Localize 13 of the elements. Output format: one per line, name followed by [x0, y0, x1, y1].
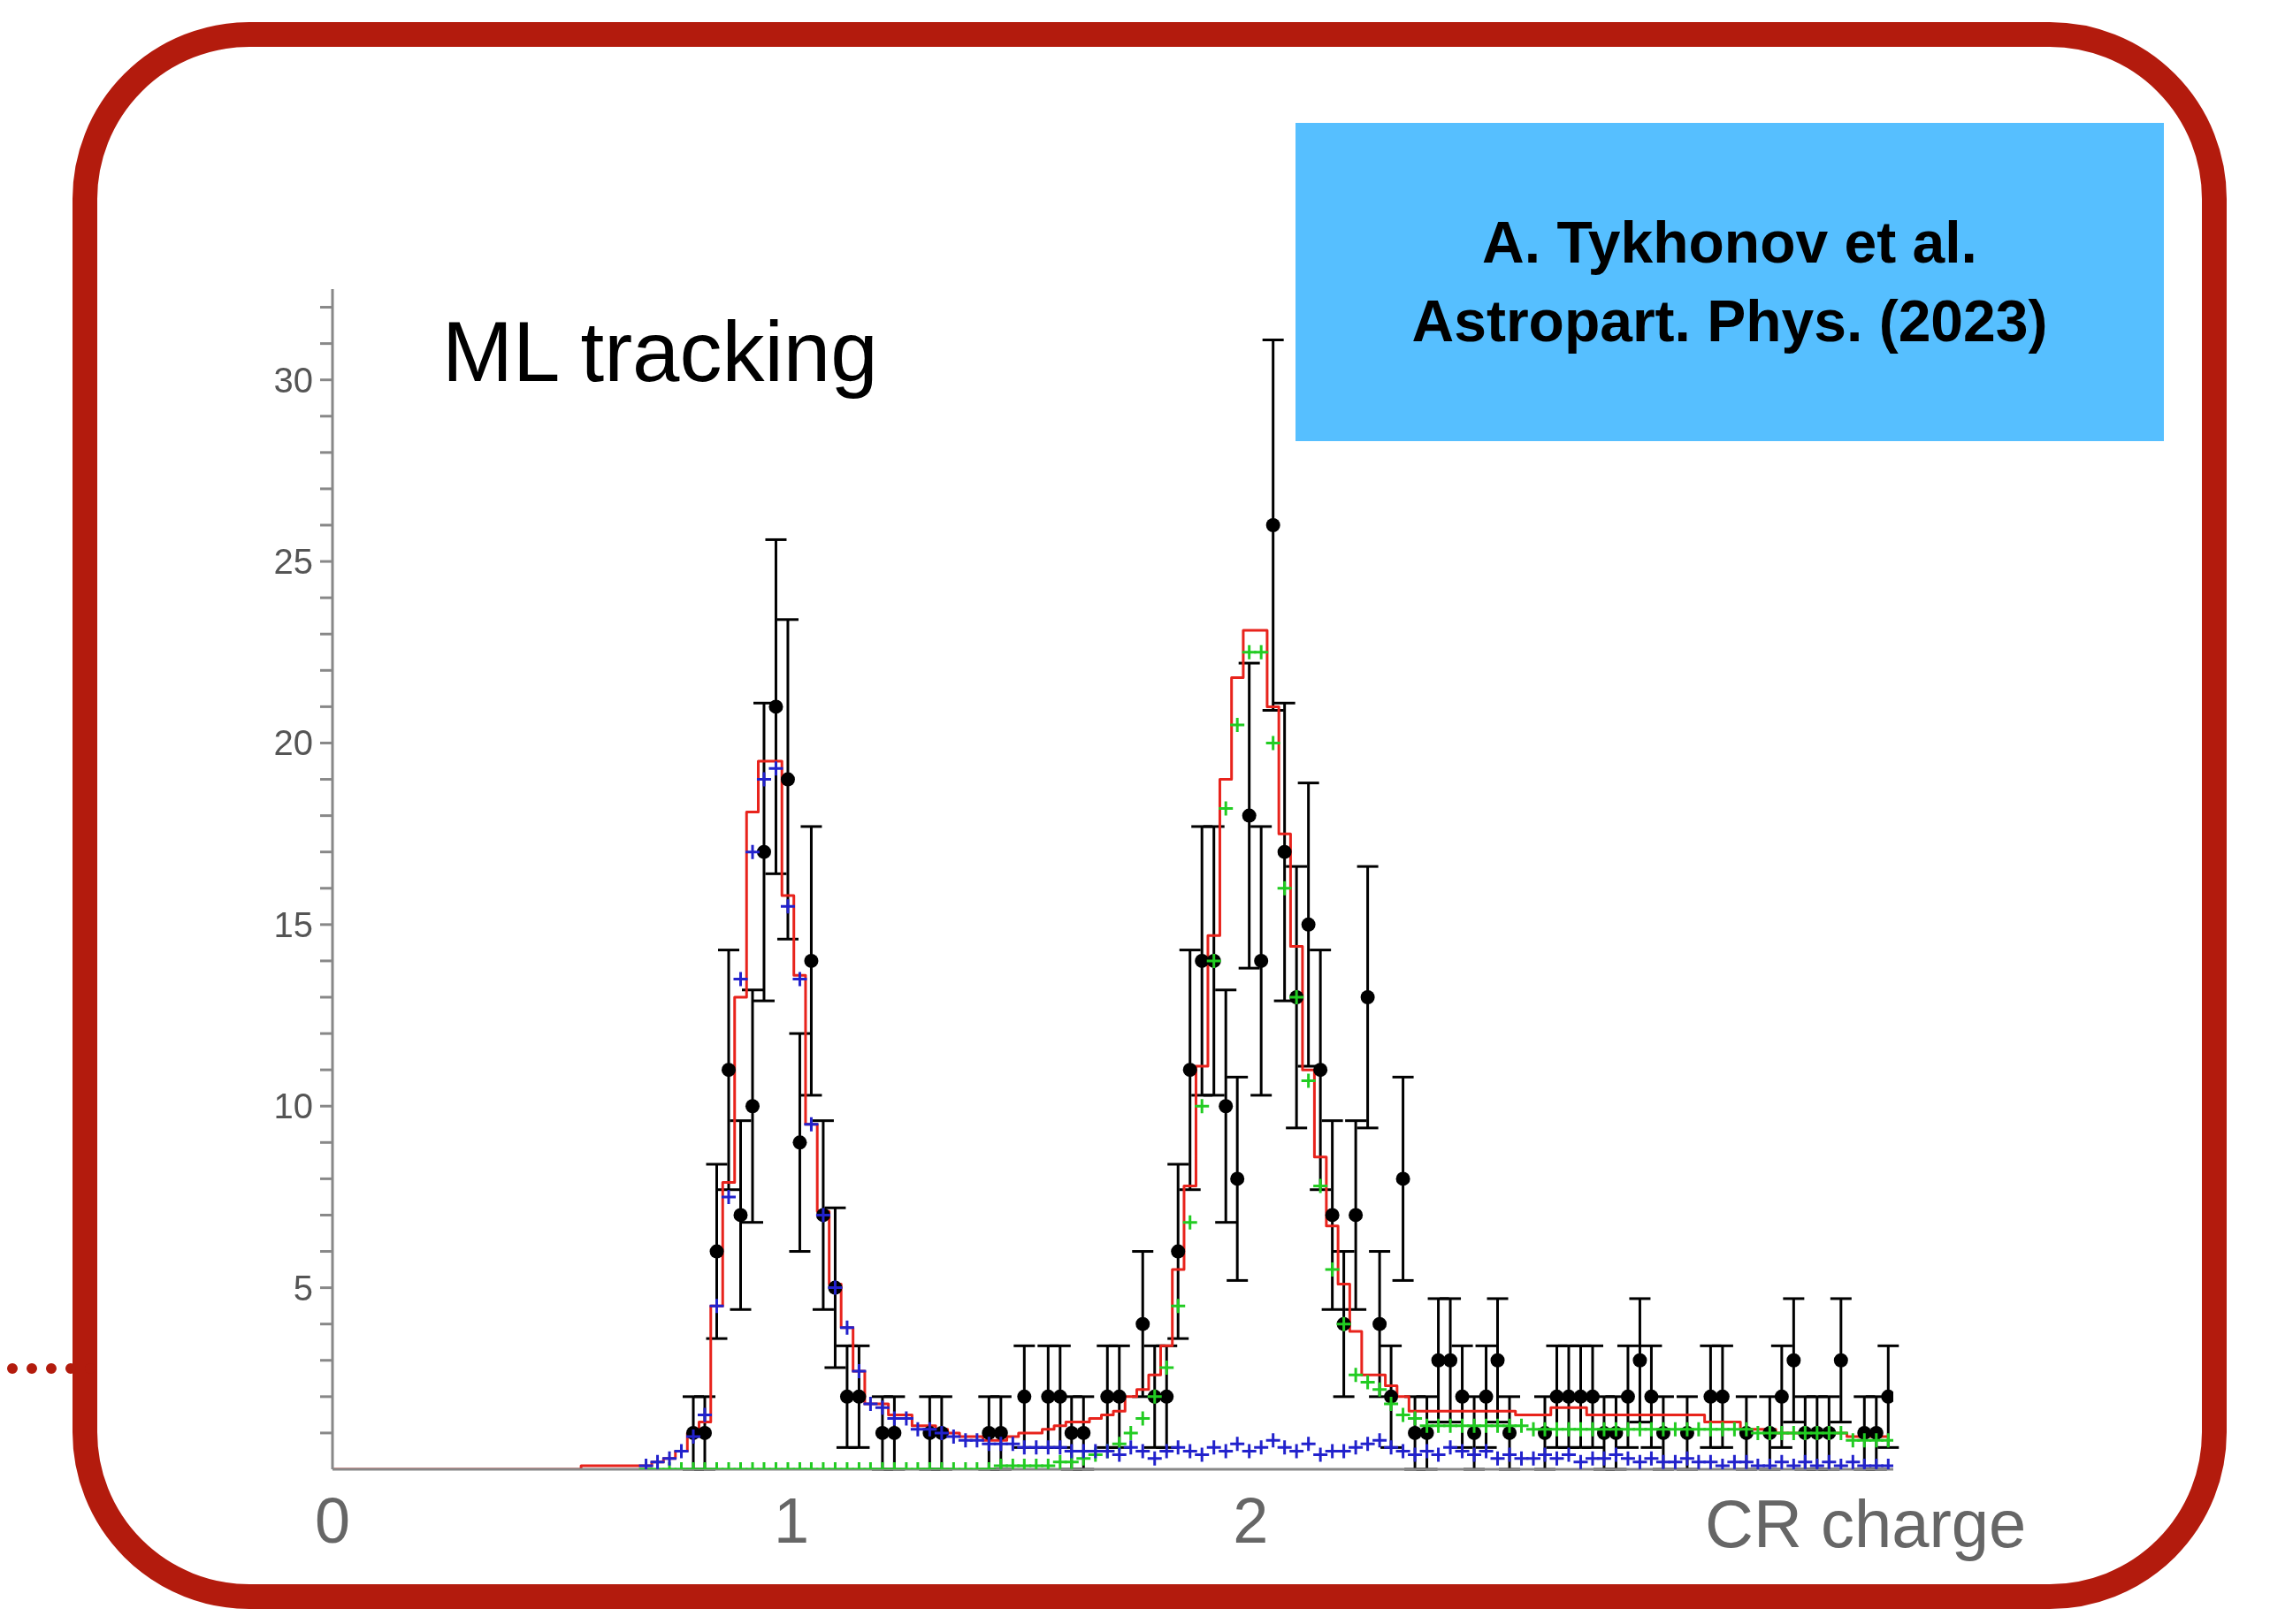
x-axis-title: CR charge: [1705, 1485, 2027, 1562]
citation-box: A. Tykhonov et al. Astropart. Phys. (2023): [1296, 123, 2164, 441]
x-tick-label: 0: [314, 1485, 351, 1556]
x-tick-label: 1: [774, 1485, 810, 1556]
annotation: ML tracking: [442, 303, 878, 400]
y-tick-label: 5: [293, 1268, 313, 1308]
y-tick-label: 15: [273, 904, 313, 944]
y-tick-label: 20: [273, 723, 313, 763]
y-tick-label: 30: [273, 360, 313, 400]
y-tick-label: 10: [273, 1086, 313, 1126]
annotation: A. Tykhonov et al. Astropart. Phys. (2023): [1411, 208, 2048, 355]
x-tick-label: 2: [1233, 1485, 1269, 1556]
y-tick-label: 25: [273, 542, 313, 582]
